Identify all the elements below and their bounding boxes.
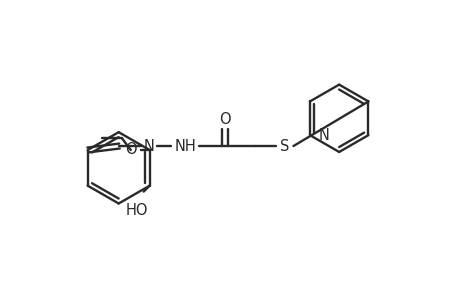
Text: NH: NH (174, 139, 196, 154)
Text: HO: HO (125, 202, 148, 217)
Text: N: N (144, 139, 154, 154)
Text: O: O (218, 112, 230, 127)
Text: O: O (125, 142, 136, 158)
Text: S: S (279, 139, 289, 154)
Text: N: N (318, 128, 329, 142)
